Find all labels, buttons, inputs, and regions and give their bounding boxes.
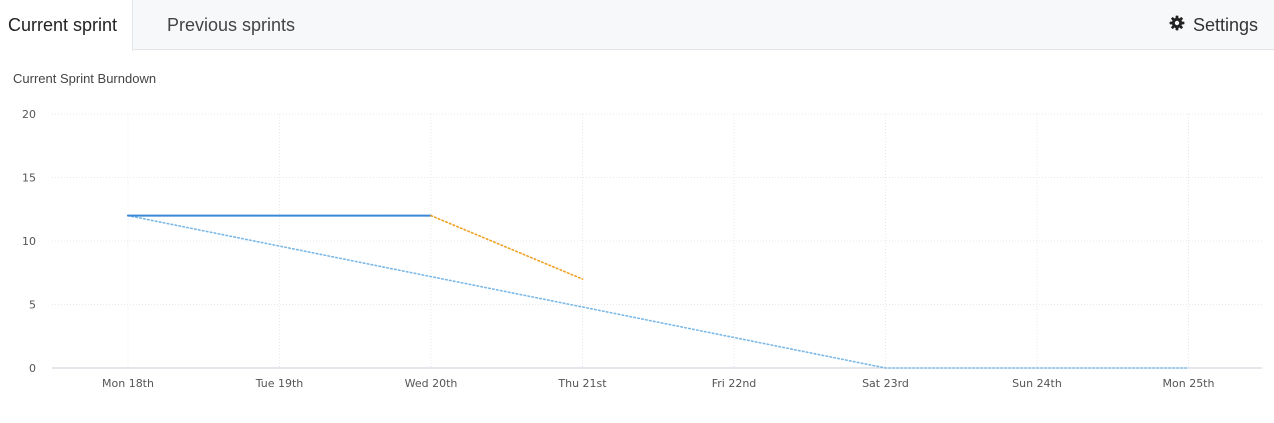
- y-tick-label: 10: [22, 235, 36, 248]
- y-tick-label: 20: [22, 108, 36, 121]
- settings-label: Settings: [1192, 14, 1258, 35]
- x-tick-label: Sun 24th: [1012, 377, 1062, 390]
- chart-title: Current Sprint Burndown: [13, 71, 157, 86]
- x-tick-label: Thu 21st: [557, 377, 607, 390]
- burndown-chart: 0 5 10 15 20 Mon 18th Tue 19th Wed 20th Thu 21st…: [22, 108, 1262, 390]
- x-tick-label: Mon 25th: [1163, 377, 1215, 390]
- x-tick-label: Fri 22nd: [712, 377, 757, 390]
- y-tick-label: 5: [29, 299, 36, 312]
- tab-current-sprint-label: Current sprint: [8, 15, 118, 35]
- tab-bar: Current sprint Previous sprints: [0, 0, 1274, 51]
- tab-previous-sprints-label: Previous sprints: [167, 14, 296, 35]
- y-tick-label: 0: [29, 362, 36, 375]
- x-tick-label: Mon 18th: [102, 377, 154, 390]
- gear-icon: [1169, 15, 1185, 36]
- x-tick-label: Wed 20th: [405, 377, 458, 390]
- tab-current-sprint[interactable]: Current sprint: [0, 0, 133, 51]
- tab-previous-sprints[interactable]: Previous sprints: [167, 0, 295, 50]
- x-tick-label: Tue 19th: [255, 377, 304, 390]
- series-line-0: [127, 214, 1190, 369]
- series-line-2: [430, 214, 584, 280]
- x-tick-label: Sat 23rd: [862, 377, 909, 390]
- y-tick-label: 15: [22, 172, 36, 185]
- settings-button[interactable]: Settings: [1169, 0, 1258, 50]
